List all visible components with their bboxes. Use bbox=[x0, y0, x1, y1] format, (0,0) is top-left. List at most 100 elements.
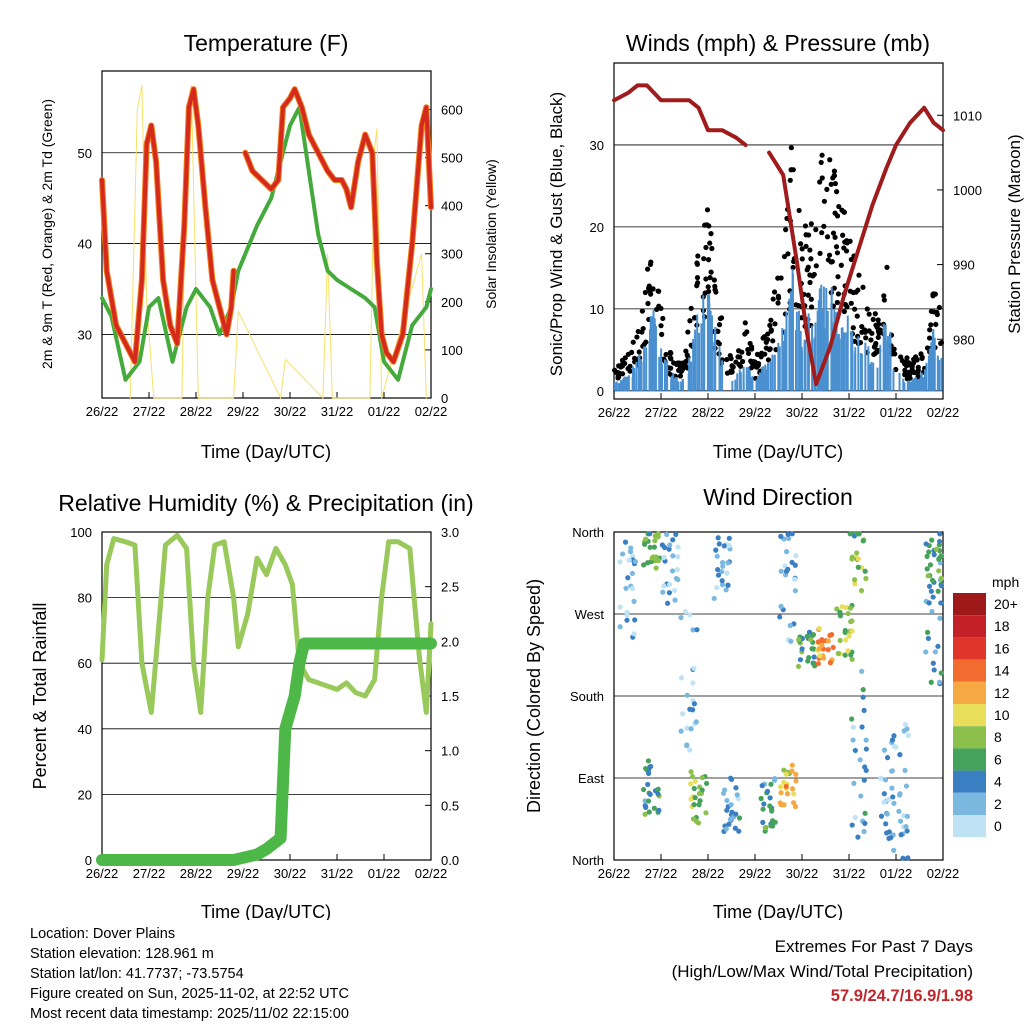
direction-point bbox=[690, 680, 696, 686]
gust-point bbox=[627, 363, 633, 369]
gust-point bbox=[645, 266, 651, 272]
direction-point bbox=[675, 544, 681, 550]
direction-point bbox=[938, 670, 944, 676]
direction-point bbox=[898, 832, 904, 838]
gust-point bbox=[724, 356, 730, 363]
direction-point bbox=[715, 566, 721, 573]
direction-point bbox=[783, 771, 789, 777]
direction-point bbox=[928, 588, 934, 594]
gust-point bbox=[938, 340, 944, 346]
direction-point bbox=[806, 629, 813, 635]
direction-point bbox=[804, 633, 810, 639]
gust-point bbox=[915, 373, 921, 379]
direction-point bbox=[861, 707, 867, 713]
direction-point bbox=[938, 600, 944, 606]
gust-point bbox=[646, 283, 652, 289]
gust-point bbox=[848, 256, 854, 263]
direction-point bbox=[695, 820, 702, 826]
gust-point bbox=[863, 335, 869, 341]
gust-point bbox=[833, 244, 840, 250]
gust-point bbox=[745, 347, 751, 353]
direction-point bbox=[792, 588, 798, 594]
gust-point bbox=[702, 222, 708, 228]
gust-point bbox=[615, 375, 621, 381]
humidity-panel: Relative Humidity (%) & Precipitation (i… bbox=[30, 490, 474, 920]
direction-point bbox=[878, 775, 884, 781]
direction-point bbox=[861, 777, 867, 783]
direction-point bbox=[789, 768, 795, 774]
direction-point bbox=[627, 549, 634, 555]
direction-point bbox=[656, 807, 662, 813]
gust-point bbox=[622, 355, 628, 361]
rh-ytick-label: 80 bbox=[78, 591, 92, 606]
direction-point bbox=[842, 629, 848, 635]
direction-point bbox=[645, 798, 652, 804]
rh-xtick-label: 29/22 bbox=[227, 866, 260, 881]
direction-point bbox=[834, 606, 840, 612]
humidity-xlabel: Time (Day/UTC) bbox=[201, 902, 331, 920]
direction-point bbox=[777, 784, 784, 790]
dir-xtick-label: 28/22 bbox=[692, 866, 725, 881]
wind-legend-title: mph bbox=[992, 574, 1019, 590]
gust-point bbox=[799, 256, 805, 262]
direction-point bbox=[724, 570, 730, 576]
gust-point bbox=[834, 250, 841, 256]
gust-point bbox=[902, 372, 908, 378]
direction-point bbox=[847, 605, 854, 611]
direction-point bbox=[617, 559, 623, 565]
temperature-ylabel: 2m & 9m T (Red, Orange) & 2m Td (Green) bbox=[39, 99, 55, 369]
gust-point bbox=[694, 260, 700, 266]
rh-ytick-right-label: 3.0 bbox=[441, 525, 459, 540]
dir-xtick-label: 29/22 bbox=[739, 866, 772, 881]
direction-point bbox=[860, 687, 866, 693]
wind-xtick-label: 01/22 bbox=[880, 405, 913, 420]
direction-point bbox=[783, 549, 790, 555]
direction-point bbox=[792, 576, 798, 582]
direction-point bbox=[885, 796, 892, 803]
direction-point bbox=[883, 821, 889, 827]
direction-point bbox=[897, 752, 903, 758]
gust-point bbox=[852, 306, 858, 312]
direction-point bbox=[859, 724, 865, 730]
direction-point bbox=[891, 733, 897, 739]
direction-point bbox=[724, 807, 730, 813]
direction-point bbox=[792, 803, 799, 810]
gust-point bbox=[831, 285, 837, 291]
direction-point bbox=[858, 588, 865, 594]
direction-point bbox=[723, 587, 729, 593]
direction-point bbox=[816, 646, 822, 652]
gust-point bbox=[832, 234, 838, 240]
direction-point bbox=[664, 531, 670, 537]
legend-label: 16 bbox=[994, 640, 1010, 656]
gust-point bbox=[785, 251, 791, 257]
direction-point bbox=[923, 541, 929, 547]
gust-point bbox=[619, 363, 626, 369]
gust-point bbox=[771, 289, 778, 295]
rh-xtick-label: 30/22 bbox=[274, 866, 307, 881]
direction-point bbox=[725, 582, 731, 588]
gust-point bbox=[828, 181, 834, 187]
gust-point bbox=[831, 173, 838, 179]
direction-point bbox=[725, 560, 731, 566]
temp-xtick-label: 28/22 bbox=[180, 404, 213, 419]
direction-point bbox=[632, 617, 638, 623]
gust-point bbox=[835, 274, 841, 280]
direction-point bbox=[680, 711, 686, 717]
direction-point bbox=[760, 819, 766, 825]
gust-point bbox=[706, 223, 712, 229]
direction-point bbox=[839, 604, 845, 610]
direction-point bbox=[905, 732, 911, 738]
direction-point bbox=[806, 654, 812, 661]
direction-point bbox=[932, 649, 939, 655]
extremes-box: Extremes For Past 7 Days (High/Low/Max W… bbox=[672, 934, 973, 1009]
direction-point bbox=[936, 679, 943, 685]
temp-ytick-right-label: 500 bbox=[441, 151, 463, 166]
gust-point bbox=[852, 338, 858, 344]
rh-ytick-label: 0 bbox=[85, 853, 92, 868]
legend-label: 2 bbox=[994, 796, 1002, 812]
direction-point bbox=[924, 553, 930, 559]
rh-xtick-label: 27/22 bbox=[133, 866, 166, 881]
direction-point bbox=[896, 808, 902, 814]
direction-point bbox=[661, 583, 667, 589]
direction-point bbox=[852, 581, 858, 587]
